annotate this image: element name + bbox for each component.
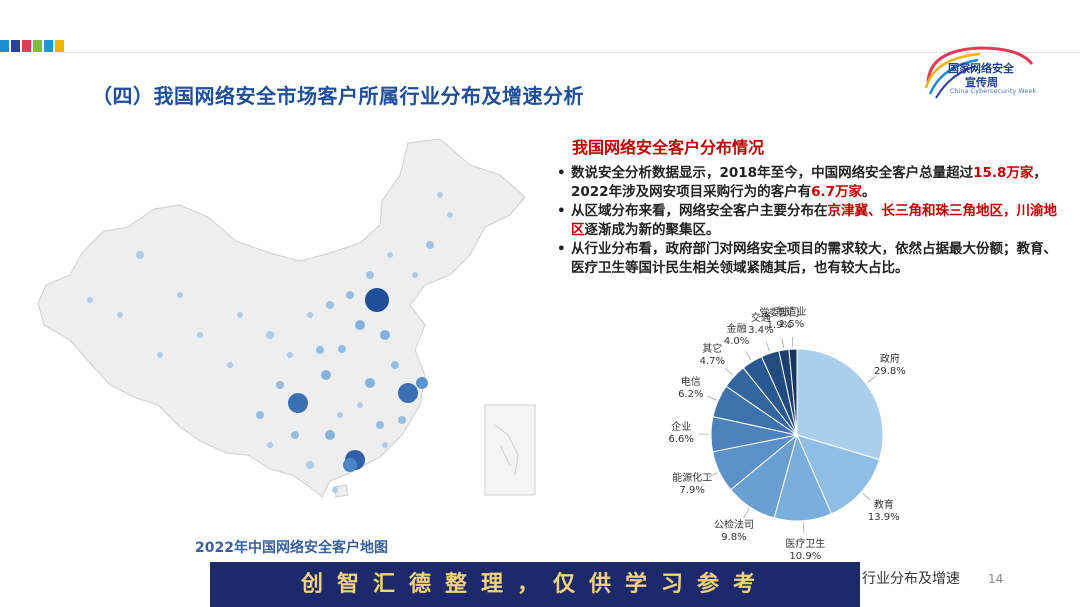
pie-label-category: 交通: [750, 312, 771, 324]
bullet-item: • 从区域分布来看，网络安全客户主要分布在京津冀、长三角和珠三角地区，川渝地区逐…: [555, 202, 1065, 240]
bullet-list: • 数说安全分析数据显示，2018年至今，中国网络安全客户总量超过15.8万家，…: [555, 164, 1065, 278]
bullet-text: ，2022年涉及网安项目采购行为的客户有: [571, 165, 1047, 200]
bullet-text: 。: [862, 184, 876, 200]
pie-label: 交通 3.4%: [748, 313, 773, 337]
pie-label-value: 1.5%: [778, 319, 805, 331]
highlight-total: 15.8万家: [973, 165, 1034, 181]
pie-label: 金融 4.0%: [724, 324, 749, 348]
footer-band: [210, 562, 860, 607]
pie-label-category: 制造业: [776, 307, 807, 319]
pie-leader-line: [765, 341, 770, 352]
header-divider: [60, 52, 1080, 53]
deco-block: [22, 40, 31, 52]
deco-block: [44, 40, 53, 52]
pie-label-category: 其它: [702, 343, 723, 355]
deco-block: [55, 40, 64, 52]
pie-label-value: 29.8%: [874, 365, 906, 377]
pie-leader-line: [708, 472, 718, 478]
china-outline: [37, 138, 526, 498]
decorative-color-bar: [0, 40, 66, 52]
pie-label-category: 公检法司: [713, 520, 754, 532]
pie-label-value: 4.0%: [723, 336, 750, 348]
logo-line2: 宣传周: [965, 76, 998, 89]
pie-label: 能源化工 7.9%: [672, 473, 712, 497]
pie-label-category: 金融: [726, 324, 747, 336]
pie-label-category: 教育: [873, 499, 894, 511]
south-china-sea-inset: [484, 404, 536, 496]
pie-label-value: 10.9%: [789, 550, 822, 562]
deco-block: [0, 40, 9, 52]
highlight-regions: 京津冀、长三角和珠三角地区，川渝地区: [571, 203, 1057, 238]
pie-label-category: 医疗卫生: [785, 538, 826, 550]
hainan-island: [333, 484, 349, 498]
pie-label-value: 6.2%: [678, 388, 704, 400]
pie-slice: [796, 348, 884, 461]
bullet-text: 从区域分布来看，网络安全客户主要分布在: [571, 203, 828, 219]
pie-label-category: 能源化工: [672, 472, 713, 484]
pie-slice: [796, 434, 881, 515]
pie-label: 政府 29.8%: [874, 354, 906, 378]
pie-leader-line: [743, 508, 750, 518]
section-title: 我国网络安全客户分布情况: [572, 138, 765, 157]
pie-label-value: 7.9%: [679, 484, 705, 496]
logo-line1: 国家网络安全: [948, 62, 1014, 75]
pie-label-value: 1.9%: [766, 320, 793, 332]
bullet-text: 数说安全分析数据显示，2018年至今，中国网络安全客户总量超过: [571, 165, 974, 181]
pie-leader-line: [867, 376, 876, 383]
pie-label-category: 政府: [879, 353, 900, 365]
china-customer-map: [37, 138, 536, 498]
pie-label: 其它 4.7%: [700, 344, 725, 368]
cybersecurity-week-logo: [924, 46, 1034, 99]
bubble-shanghai: [398, 383, 418, 403]
pie-label: 企业 6.6%: [669, 422, 694, 446]
pie-label-value: 9.8%: [721, 532, 747, 544]
bullet-text: 从行业分布看，政府部门对网络安全项目的需求较大，依然占据最大份额；教育、医疗卫生…: [571, 241, 1057, 276]
pie-leader-line: [706, 395, 717, 401]
pie-label-category: 电信: [680, 376, 701, 388]
logo-subtitle: China Cybersecurity Week: [950, 88, 1037, 95]
highlight-2022: 6.7万家: [811, 184, 862, 200]
pie-leader-line: [725, 367, 733, 376]
bullet-item: • 从行业分布看，政府部门对网络安全项目的需求较大，依然占据最大份额；教育、医疗…: [555, 240, 1065, 278]
page-number: 14: [988, 572, 1004, 586]
deco-block: [33, 40, 42, 52]
pie-label-value: 13.9%: [867, 511, 900, 523]
pie-leader-line: [781, 338, 784, 349]
industry-pie-chart: 政府 29.8% 教育 13.9% 医疗卫生 10.9% 公检法司 9.8% 能源化工 7.9% 企…: [660, 300, 920, 570]
deco-block: [11, 40, 20, 52]
pie-leader-line: [745, 351, 752, 361]
bullet-dot: •: [557, 241, 566, 257]
bullet-item: • 数说安全分析数据显示，2018年至今，中国网络安全客户总量超过15.8万家，…: [555, 164, 1065, 202]
pie-label-category: 党委部门: [759, 308, 800, 320]
pie-svg: [699, 337, 884, 533]
pie-label-value: 4.7%: [699, 355, 725, 367]
bullet-dot: •: [557, 203, 566, 219]
pie-label: 制造业 1.5%: [777, 307, 807, 331]
bullet-text: 逐渐成为新的聚集区。: [584, 222, 720, 238]
pie-label: 电信 6.2%: [678, 377, 703, 401]
customer-bubbles: [87, 192, 453, 493]
bubble-beijing: [365, 288, 389, 312]
pie-label-value: 6.6%: [668, 433, 694, 445]
bubble-chengdu: [288, 393, 308, 413]
pie-label: 医疗卫生 10.9%: [785, 539, 825, 563]
pie-leader-line: [802, 522, 805, 533]
pie-label: 公检法司 9.8%: [714, 520, 754, 544]
pie-label: 教育 13.9%: [868, 500, 900, 524]
map-caption: 2022年中国网络安全客户地图: [195, 540, 388, 556]
pie-label-value: 3.4%: [748, 324, 774, 336]
pie-label-category: 企业: [671, 421, 692, 433]
page-title: （四）我国网络安全市场客户所属行业分布及增速分析: [92, 84, 584, 108]
bullet-dot: •: [557, 165, 566, 181]
footer-watermark: 创智汇德整理，仅供学习参考: [300, 571, 769, 597]
pie-leader-line: [862, 493, 871, 501]
footer-title-tail: 行业分布及增速: [862, 571, 960, 587]
pie-label: 党委部门 1.9%: [759, 308, 799, 332]
pie-slice: [788, 348, 798, 436]
